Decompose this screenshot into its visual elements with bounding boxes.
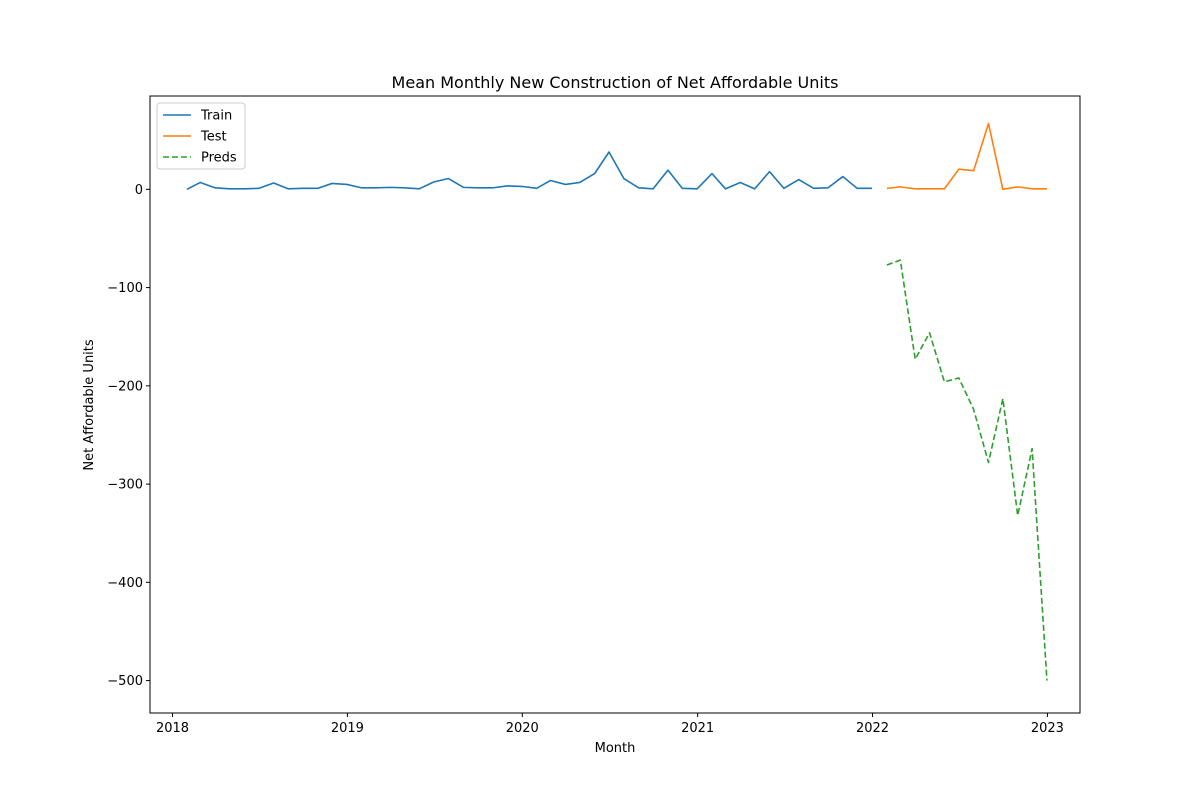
y-tick-label: −200 xyxy=(107,379,143,394)
y-tick-label: −500 xyxy=(107,674,143,689)
chart-title: Mean Monthly New Construction of Net Aff… xyxy=(392,73,839,92)
y-axis-ticks: 0 −100 −200 −300 −400 −500 xyxy=(107,183,150,689)
x-tick-label: 2022 xyxy=(856,721,889,736)
legend-box xyxy=(156,102,246,170)
plot-area xyxy=(150,96,1080,713)
x-tick-label: 2019 xyxy=(331,721,364,736)
legend: Train Test Preds xyxy=(156,102,246,170)
x-tick-label: 2018 xyxy=(156,721,189,736)
legend-label-train: Train xyxy=(200,109,232,124)
x-tick-label: 2020 xyxy=(506,721,539,736)
series-line-test xyxy=(886,122,1047,191)
x-tick-label: 2021 xyxy=(681,721,714,736)
legend-label-test: Test xyxy=(200,130,227,145)
x-axis-label: Month xyxy=(595,741,636,756)
y-tick-label: −400 xyxy=(107,576,143,591)
series-line-preds xyxy=(886,259,1048,681)
series-line-train xyxy=(186,151,873,191)
series-layer xyxy=(186,122,1048,681)
x-axis-ticks: 2018 2019 2020 2021 2022 2023 xyxy=(156,713,1064,736)
legend-label-preds: Preds xyxy=(201,151,237,166)
y-tick-label: 0 xyxy=(135,183,143,198)
y-tick-label: −100 xyxy=(107,281,143,296)
y-tick-label: −300 xyxy=(107,478,143,493)
plot-frame xyxy=(149,95,1081,714)
x-tick-label: 2023 xyxy=(1031,721,1064,736)
y-axis-label: Net Affordable Units xyxy=(82,339,97,471)
